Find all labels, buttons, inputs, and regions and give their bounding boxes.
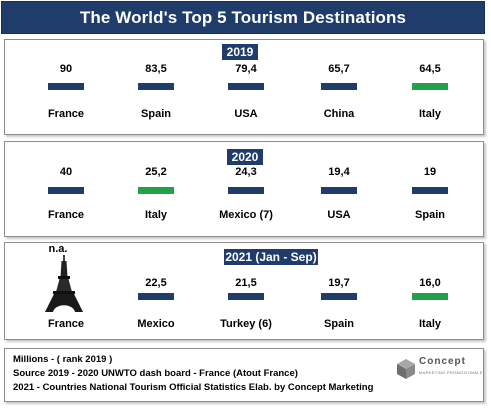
footer-credits: 2021 - Countries National Tourism Offici…	[13, 382, 374, 393]
category-label: Spain	[415, 209, 445, 221]
year-label-2020: 2020	[227, 149, 263, 165]
value-label: 83,5	[145, 63, 167, 75]
category-label: USA	[327, 209, 351, 221]
bar	[321, 187, 357, 194]
logo-tagline: MARKETING PROMOZIONALE	[419, 370, 483, 375]
bar-highlight	[412, 293, 448, 300]
value-label: 19	[423, 166, 437, 178]
value-label: n.a.	[48, 243, 68, 255]
category-label: France	[47, 108, 85, 120]
value-label: 21,5	[235, 277, 257, 289]
category-label: Italy	[144, 209, 167, 221]
footer-source: Source 2019 - 2020 UNWTO dash board - Fr…	[13, 368, 298, 379]
chart-title: The World's Top 5 Tourism Destinations	[79, 7, 407, 27]
eiffel-tower-icon	[45, 255, 83, 312]
bar	[412, 187, 448, 194]
value-label: 79,4	[235, 63, 257, 75]
category-label: USA	[234, 108, 258, 120]
bar	[228, 187, 264, 194]
category-label: Spain	[324, 318, 354, 330]
bar	[138, 293, 174, 300]
category-label: Mexico	[137, 318, 175, 330]
year-label-2021: 2021 (Jan - Sep)	[224, 249, 318, 265]
bar	[48, 187, 84, 194]
value-label: 16,0	[419, 277, 441, 289]
category-label: Spain	[141, 108, 171, 120]
value-label: 65,7	[328, 63, 350, 75]
value-label: 19,4	[328, 166, 350, 178]
value-label: 90	[59, 63, 73, 75]
category-label: Italy	[418, 108, 441, 120]
value-label: 19,7	[328, 277, 350, 289]
panel-2021: 2021 (Jan - Sep) n.a. France 22,5 Mexico 21,…	[4, 242, 484, 340]
value-label: 64,5	[419, 63, 441, 75]
category-label: France	[47, 209, 85, 221]
value-label: 22,5	[145, 277, 167, 289]
bar-highlight	[412, 83, 448, 90]
value-label: 24,3	[235, 166, 257, 178]
category-label: Mexico (7)	[219, 209, 273, 221]
bar	[321, 293, 357, 300]
bar	[138, 83, 174, 90]
bar	[228, 293, 264, 300]
category-label: Turkey (6)	[220, 318, 272, 330]
category-label: Italy	[418, 318, 441, 330]
footer-units: Millions - ( rank 2019 )	[13, 354, 113, 365]
category-label: China	[323, 108, 355, 120]
bar	[321, 83, 357, 90]
panel-2019: 2019 90 France 83,5 Spain 79,4 USA 65,7 China 64…	[4, 39, 484, 135]
footer: Millions - ( rank 2019 ) Source 2019 - 2…	[4, 348, 484, 402]
panel-2020: 2020 40 France 25,2 Italy 24,3 Mexico (7) 19,4…	[4, 141, 484, 237]
value-label: 25,2	[145, 166, 167, 178]
category-label: France	[47, 318, 85, 330]
bar	[48, 83, 84, 90]
value-label: 40	[59, 166, 73, 178]
title-bar: The World's Top 5 Tourism Destinations	[1, 1, 485, 34]
logo-name: Concept	[419, 356, 466, 367]
year-label-2019: 2019	[222, 44, 258, 60]
bar	[228, 83, 264, 90]
concept-logo-icon	[397, 359, 415, 379]
bar-highlight	[138, 187, 174, 194]
